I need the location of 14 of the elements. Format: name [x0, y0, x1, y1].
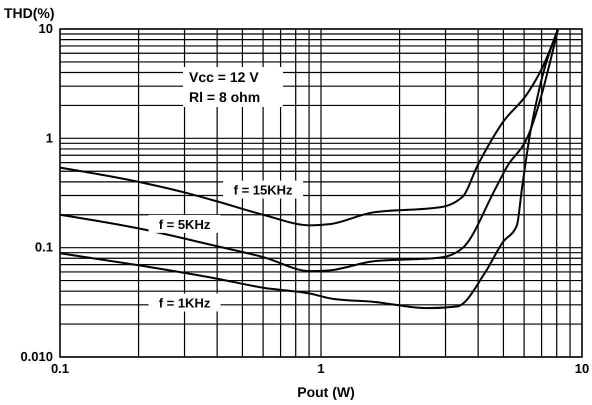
y-tick-label: 0.010: [20, 349, 53, 364]
y-tick-label: 1: [46, 130, 53, 146]
x-tick-label: 0.1: [50, 361, 70, 376]
x-tick-label: 10: [574, 361, 590, 376]
series-label: f = 15KHz: [234, 182, 294, 198]
annotation: Rl = 8 ohm: [189, 89, 260, 105]
annotation: Vcc = 12 V: [189, 69, 260, 85]
y-axis-title: THD(%): [4, 5, 55, 21]
y-tick-label: 0.1: [34, 240, 53, 255]
x-axis-title: Pout (W): [297, 384, 355, 400]
x-tick-label: 1: [317, 361, 325, 376]
y-tick-label: 10: [38, 21, 53, 36]
series-label: f = 1KHz: [158, 296, 211, 311]
series-label: f = 5KHz: [158, 216, 211, 232]
